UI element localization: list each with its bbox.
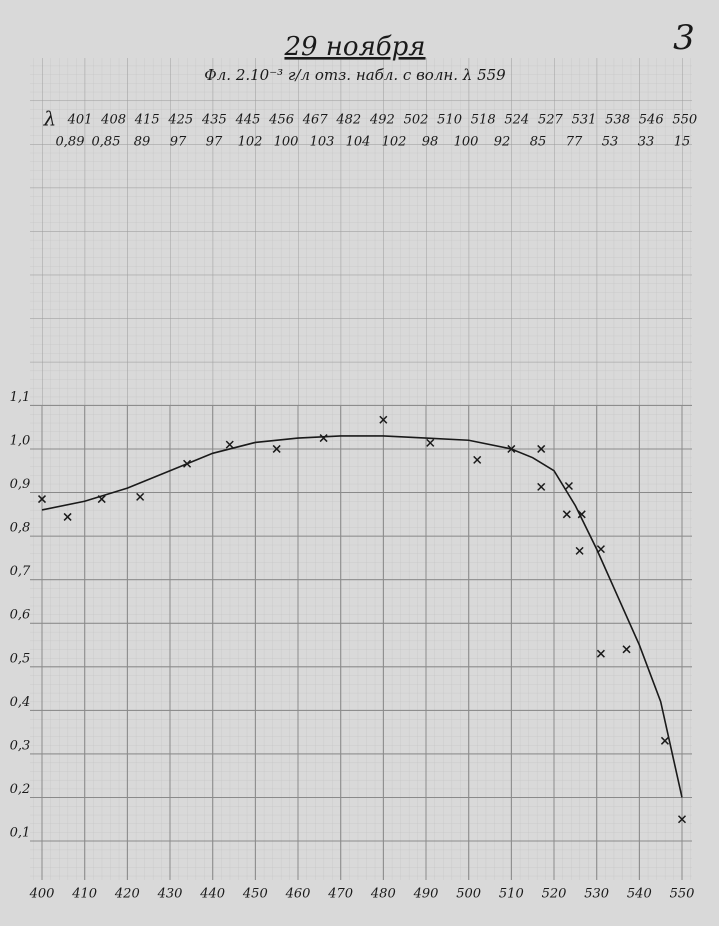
point [575, 546, 584, 555]
y-tick-label: 1,0 [10, 433, 31, 448]
reading: 0,85 [92, 135, 121, 150]
point [319, 434, 328, 443]
curve [41, 435, 683, 798]
x-tick-label: 400 [29, 887, 55, 902]
wavelength: 510 [437, 113, 462, 128]
point [225, 440, 234, 449]
point [622, 645, 631, 654]
point [537, 482, 546, 491]
point [473, 455, 482, 464]
wavelength: 550 [672, 113, 697, 128]
point [272, 444, 281, 453]
wavelength: 425 [167, 113, 193, 128]
reading: 97 [206, 135, 223, 150]
wavelength: 482 [335, 113, 361, 128]
x-tick-label: 430 [157, 887, 183, 902]
point [562, 510, 571, 519]
x-tick-label: 440 [199, 887, 225, 902]
reading: 98 [422, 135, 439, 150]
wavelength: 435 [201, 113, 227, 128]
page-number: 3 [673, 18, 695, 58]
wavelength: 415 [134, 113, 160, 128]
x-tick-label: 420 [114, 887, 140, 902]
point [537, 444, 546, 453]
point [564, 481, 573, 491]
point [379, 415, 388, 424]
wavelength: 531 [572, 113, 597, 128]
y-tick-label: 0,3 [10, 738, 31, 753]
wavelength: 518 [471, 113, 496, 128]
wavelength: 492 [369, 113, 395, 128]
x-tick-label: 520 [542, 887, 567, 902]
reading: 33 [638, 135, 655, 150]
wavelength: 445 [235, 113, 261, 128]
y-tick-label: 0,5 [10, 651, 31, 666]
table-label: λ [43, 107, 57, 131]
reading: 85 [530, 135, 547, 150]
reading: 77 [566, 135, 583, 150]
point [507, 444, 516, 453]
wavelength: 401 [67, 113, 93, 128]
y-tick-label: 0,7 [10, 564, 31, 579]
wavelength: 524 [504, 113, 529, 128]
point [97, 495, 106, 504]
point [37, 495, 47, 504]
wavelength: 538 [605, 113, 630, 128]
y-tick-label: 1,1 [10, 390, 31, 405]
y-tick-label: 0,6 [10, 608, 31, 623]
plot: 400 410 420 430 440 450 460 470 480 490 500 510 520 5… [10, 390, 695, 902]
x-tick-label: 450 [242, 887, 268, 902]
x-tick-label: 460 [285, 887, 311, 902]
y-tick-label: 0,1 [10, 826, 31, 841]
reading: 103 [310, 135, 335, 150]
x-tick-label: 480 [370, 887, 396, 902]
reading: 92 [494, 135, 511, 150]
point [136, 492, 145, 501]
point [183, 459, 192, 468]
reading: 97 [170, 135, 187, 150]
graph-paper-major [30, 58, 692, 880]
wavelength: 456 [268, 113, 294, 128]
reading: 100 [454, 135, 479, 150]
wavelength: 502 [404, 113, 429, 128]
x-tick-label: 470 [327, 887, 353, 902]
point [577, 510, 586, 519]
x-tick-label: 540 [627, 887, 652, 902]
point [63, 512, 72, 521]
wavelength: 408 [100, 113, 126, 128]
point [596, 649, 605, 658]
point [660, 736, 669, 745]
readings-table: 401 408 415 425 435 445 456 467 482 492 502 510 518 5… [56, 113, 698, 150]
x-tick-label: 530 [584, 887, 609, 902]
reading: 102 [382, 135, 407, 150]
chart-title: 29 ноября [283, 32, 425, 62]
reading: 102 [238, 135, 263, 150]
y-tick-label: 0,4 [10, 695, 31, 710]
point [426, 438, 435, 447]
point [677, 815, 687, 824]
y-tick-label: 0,2 [10, 782, 31, 797]
wavelength: 527 [538, 113, 564, 128]
wavelength: 467 [302, 113, 329, 128]
reading: 15 [674, 135, 691, 150]
reading: 104 [346, 135, 371, 150]
chart-subtitle: Фл. 2.10⁻³ г/л отз. набл. с волн. λ 559 [204, 66, 506, 84]
y-tick-label: 0,9 [10, 477, 31, 492]
reading: 89 [134, 135, 151, 150]
point [596, 545, 605, 554]
reading: 53 [602, 135, 619, 150]
x-tick-label: 550 [670, 887, 695, 902]
x-tick-label: 410 [71, 887, 97, 902]
x-tick-label: 500 [456, 887, 481, 902]
reading: 100 [274, 135, 299, 150]
wavelength: 546 [639, 113, 664, 128]
x-tick-label: 510 [499, 887, 524, 902]
reading: 0,89 [56, 135, 85, 150]
x-tick-label: 490 [413, 887, 439, 902]
y-tick-label: 0,8 [10, 521, 31, 536]
